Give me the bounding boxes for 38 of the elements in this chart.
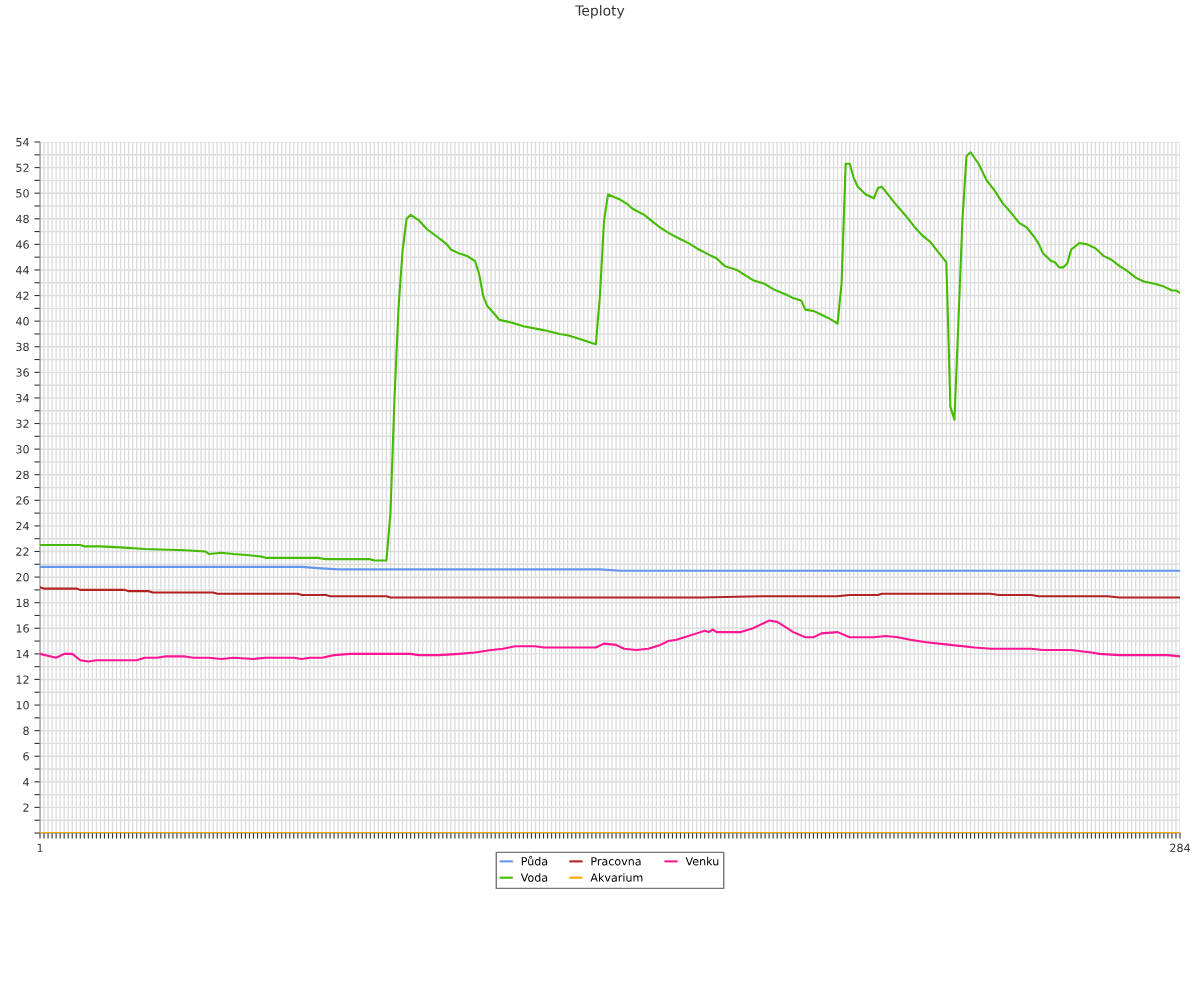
- y-tick-label: 44: [15, 266, 29, 275]
- y-tick-label: 18: [16, 598, 29, 608]
- y-tick-label: 6: [23, 752, 29, 761]
- line-series: [40, 619, 1180, 663]
- y-tick-label: 2: [23, 803, 29, 812]
- legend-label: Venku: [685, 856, 719, 866]
- y-tick-label: 42: [15, 291, 29, 300]
- y-tick-label: 40: [15, 317, 29, 326]
- x-tick-label: 284: [1170, 843, 1190, 853]
- legend-label: Akvarium: [590, 873, 643, 882]
- y-tick-label: 46: [15, 240, 29, 249]
- chart-title: Teploty: [575, 5, 625, 19]
- y-tick-label: 34: [16, 393, 29, 403]
- y-tick-label: 16: [16, 624, 29, 633]
- line-series: [40, 586, 1180, 599]
- legend-label: Pracovna: [591, 857, 641, 866]
- y-tick-label: 36: [16, 368, 29, 377]
- y-tick-label: 22: [16, 547, 29, 556]
- legend-label: Voda: [520, 873, 548, 882]
- y-tick-label: 54: [16, 138, 29, 147]
- y-tick-label: 14: [16, 649, 29, 659]
- legend-label: Půda: [521, 855, 548, 866]
- y-tick-label: 10: [16, 701, 29, 710]
- y-tick-label: 32: [16, 419, 29, 428]
- y-tick-label: 30: [16, 445, 29, 454]
- y-tick-label: 24: [16, 521, 29, 531]
- y-tick-label: 38: [16, 342, 29, 352]
- y-tick-label: 12: [16, 675, 29, 684]
- y-tick-label: 28: [16, 470, 29, 480]
- y-tick-label: 52: [16, 163, 29, 172]
- y-tick-label: 20: [16, 573, 29, 582]
- x-tick-label: 1: [37, 843, 43, 852]
- y-tick-label: 50: [16, 189, 29, 198]
- y-tick-label: 48: [15, 214, 29, 224]
- line-series: [40, 151, 1180, 562]
- y-tick-label: 4: [23, 777, 29, 787]
- y-tick-label: 8: [23, 726, 29, 736]
- y-tick-label: 26: [16, 496, 29, 505]
